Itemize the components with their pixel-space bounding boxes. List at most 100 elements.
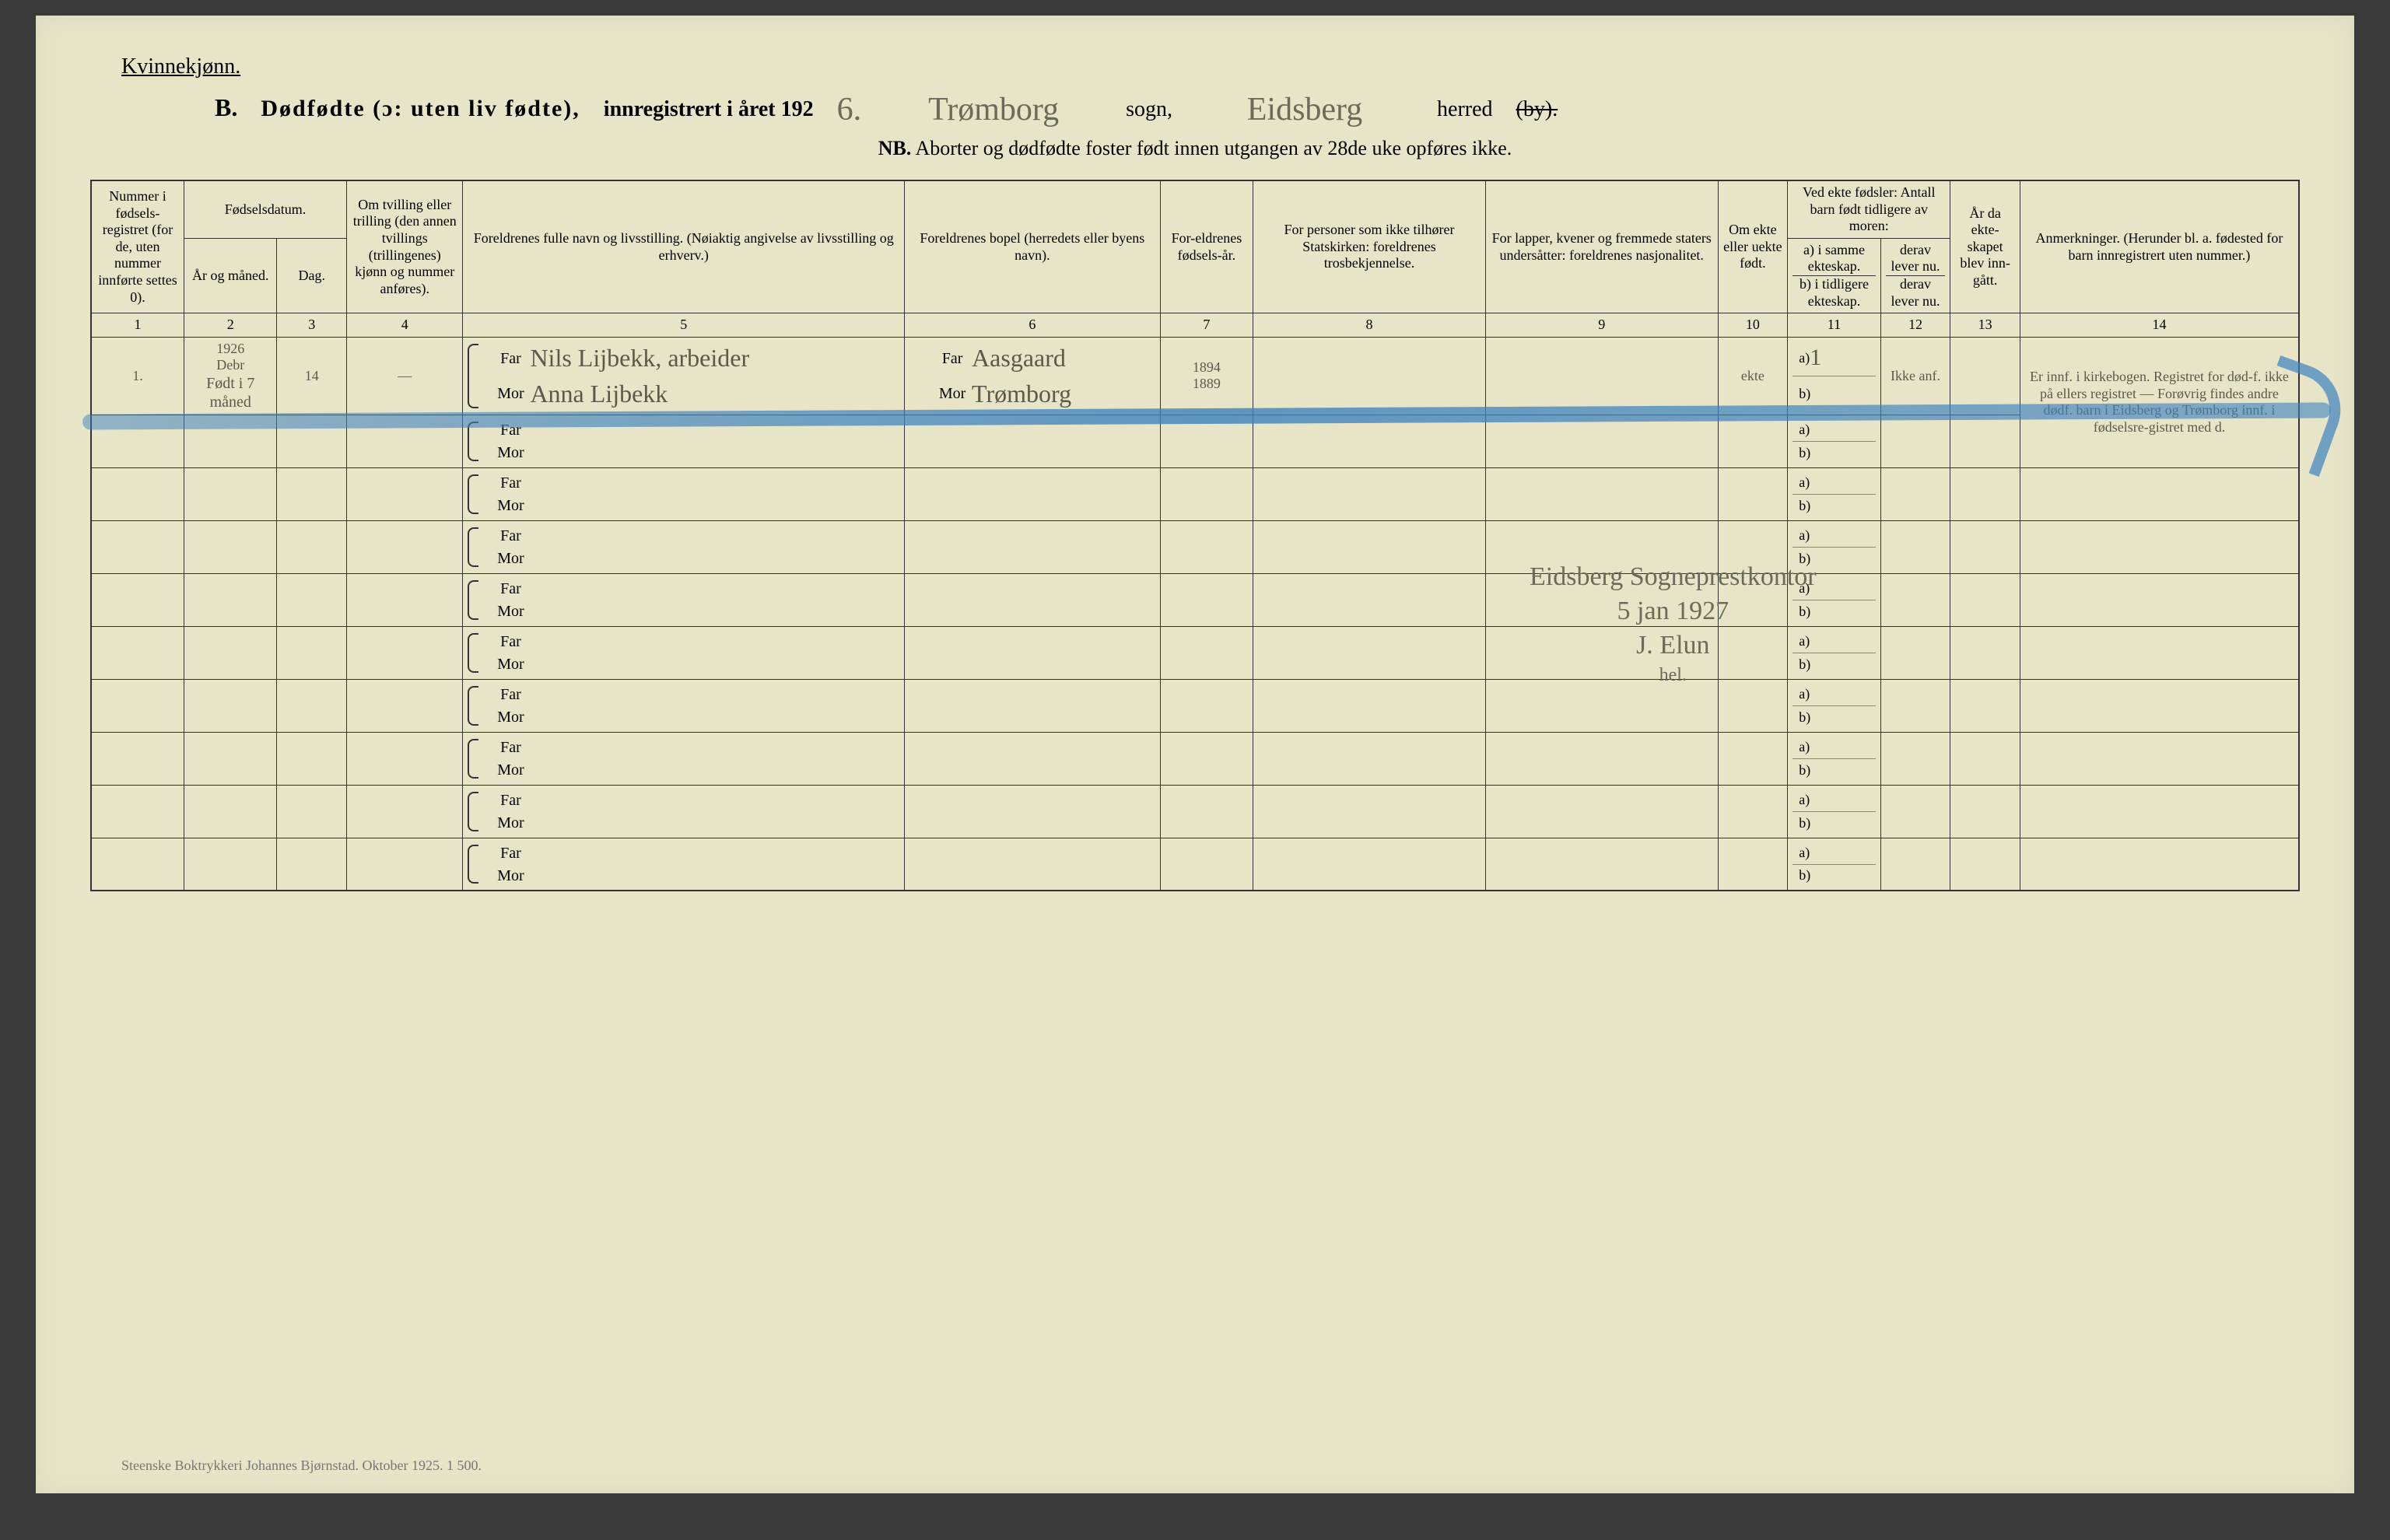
entry-year-month: 1926DebrFødt i 7 måned — [184, 337, 276, 415]
blank-cell — [1160, 838, 1253, 891]
col-header-2-3: Fødselsdatum. — [184, 180, 346, 238]
blank-cell — [1253, 732, 1486, 785]
blank-cell — [905, 679, 1161, 732]
b-label: b) — [1799, 386, 1810, 403]
blank-cell — [91, 520, 184, 573]
gender-label: Kvinnekjønn. — [121, 54, 240, 79]
blank-row: Far Mor a) b) — [91, 679, 2299, 732]
blank-cell — [1253, 838, 1486, 891]
blank-cell — [184, 520, 276, 573]
entry-col13 — [1950, 337, 2020, 415]
blank-cell — [1880, 838, 1950, 891]
blank-cell — [1253, 467, 1486, 520]
blank-cell — [1253, 626, 1486, 679]
blank-cell — [277, 679, 347, 732]
printer-footer: Steenske Boktrykkeri Johannes Bjørnstad.… — [121, 1458, 482, 1474]
entry-col9 — [1485, 337, 1718, 415]
blank-cell — [347, 679, 463, 732]
blank-remarks — [2020, 785, 2299, 838]
blank-cell — [277, 415, 347, 467]
col-header-13: År da ekte-skapet blev inn-gått. — [1950, 180, 2020, 313]
herred-struck: (by). — [1516, 97, 1558, 122]
sogn-label: sogn, — [1126, 97, 1172, 122]
far-label: Far — [491, 527, 530, 545]
far-label: Far — [491, 844, 530, 863]
blank-cell — [1950, 785, 2020, 838]
blank-cell — [1880, 626, 1950, 679]
blank-cell — [1485, 679, 1718, 732]
colnum: 3 — [277, 313, 347, 338]
entry-col8 — [1253, 337, 1486, 415]
blank-cell — [1485, 838, 1718, 891]
title-main: Dødfødte (ɔ: uten liv fødte), — [261, 96, 580, 122]
mor-value: Trømborg — [972, 379, 1071, 408]
blank-cell — [1718, 679, 1788, 732]
blank-cell — [1485, 573, 1718, 626]
nb-prefix: NB. — [878, 137, 912, 159]
blank-cell — [905, 785, 1161, 838]
colnum: 7 — [1160, 313, 1253, 338]
blank-cell — [184, 785, 276, 838]
mor-label: Mor — [491, 602, 530, 621]
blank-cell — [184, 467, 276, 520]
sogn-value: Trømborg — [885, 91, 1102, 129]
blank-cell — [1160, 732, 1253, 785]
blank-cell — [905, 573, 1161, 626]
b-label: b) — [1799, 867, 1810, 884]
mor-label: Mor — [491, 866, 530, 885]
document-page: Kvinnekjønn. B. Dødfødte (ɔ: uten liv fø… — [36, 16, 2354, 1493]
mor-label: Mor — [491, 708, 530, 726]
farmor-cell: Far Mor — [463, 415, 905, 467]
blank-remarks — [2020, 679, 2299, 732]
col-header-1: Nummer i fødsels-registret (for de, uten… — [91, 180, 184, 313]
farmor-cell: Far Mor — [463, 626, 905, 679]
colnum: 14 — [2020, 313, 2299, 338]
blank-cell — [1880, 785, 1950, 838]
blank-cell — [184, 679, 276, 732]
blank-cell — [1950, 467, 2020, 520]
far-label: Far — [933, 349, 972, 368]
blank-cell — [905, 732, 1161, 785]
blank-cell — [1160, 626, 1253, 679]
blank-remarks — [2020, 626, 2299, 679]
b-label: b) — [1799, 445, 1810, 462]
farmor-cell: FarNils Lijbekk, arbeider MorAnna Lijbek… — [463, 337, 905, 415]
blank-cell — [1160, 679, 1253, 732]
entry-ekte: ekte — [1718, 337, 1788, 415]
mor-value: Anna Lijbekk — [530, 379, 668, 408]
b-label: b) — [1799, 498, 1810, 515]
farmor-cell: Far Mor — [463, 573, 905, 626]
blank-cell — [905, 626, 1161, 679]
ab-cell: a) b) — [1788, 415, 1880, 467]
colnum: 1 — [91, 313, 184, 338]
col-header-10: Om ekte eller uekte født. — [1718, 180, 1788, 313]
a-label: a) — [1799, 474, 1810, 492]
blank-cell — [277, 573, 347, 626]
mor-label: Mor — [933, 384, 972, 403]
entry-parent-years: 18941889 — [1160, 337, 1253, 415]
blank-row: Far Mor a) b) — [91, 573, 2299, 626]
far-label: Far — [491, 421, 530, 439]
blank-cell — [1880, 467, 1950, 520]
blank-cell — [1253, 415, 1486, 467]
a-label: a) — [1799, 527, 1810, 544]
blank-cell — [1718, 415, 1788, 467]
blank-cell — [277, 732, 347, 785]
blank-row: Far Mor a) b) — [91, 785, 2299, 838]
colnum: 11 — [1788, 313, 1880, 338]
blank-cell — [1160, 573, 1253, 626]
blank-cell — [1160, 785, 1253, 838]
farmor-cell: Far Mor — [463, 467, 905, 520]
blank-remarks — [2020, 838, 2299, 891]
section-letter: B. — [215, 93, 237, 122]
colnum: 5 — [463, 313, 905, 338]
blank-cell — [1950, 838, 2020, 891]
b-label: b) — [1799, 604, 1810, 621]
blank-cell — [1485, 415, 1718, 467]
blank-cell — [1950, 415, 2020, 467]
col-header-4: Om tvilling eller trilling (den annen tv… — [347, 180, 463, 313]
blank-row: Far Mor a) b) — [91, 415, 2299, 467]
col-header-3: Dag. — [277, 238, 347, 313]
blank-remarks — [2020, 467, 2299, 520]
mor-label: Mor — [491, 549, 530, 568]
